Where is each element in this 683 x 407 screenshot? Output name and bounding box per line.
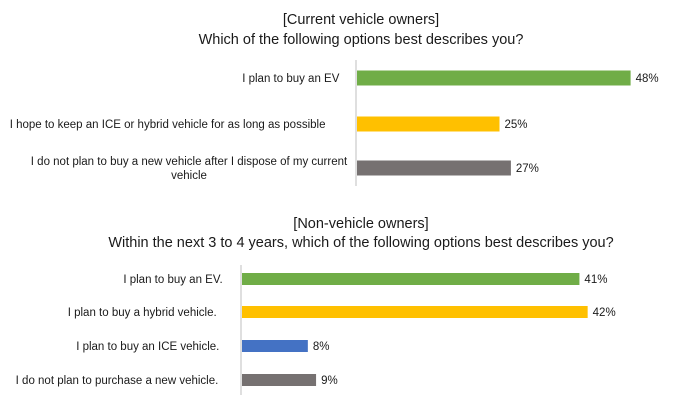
chart2-category-label-4: I do not plan to purchase a new vehicle. [16, 375, 219, 387]
chart2-value-label-3: 8% [313, 341, 330, 353]
chart2-category-label-1: I plan to buy an EV. [123, 274, 222, 286]
chart2-subtitle: Within the next 3 to 4 years, which of t… [108, 235, 613, 251]
chart2-bar-2 [242, 306, 588, 318]
chart1-value-label-1: 48% [636, 73, 659, 85]
chart1-category-label-3: I do not plan to buy a new vehicle after… [31, 156, 348, 182]
chart1-value-label-3: 27% [516, 163, 539, 175]
chart2-category-label-2: I plan to buy a hybrid vehicle. [68, 307, 217, 319]
chart2-value-label-1: 41% [584, 274, 607, 286]
chart2-value-label-2: 42% [593, 307, 616, 319]
chart2-bar-1 [242, 273, 580, 285]
chart1-subtitle: Which of the following options best desc… [199, 32, 524, 48]
chart1-bar-1 [357, 70, 631, 86]
chart1-bar-3 [357, 160, 511, 176]
chart1-title: [Current vehicle owners] [283, 12, 439, 28]
chart1-category-label-1: I plan to buy an EV [242, 73, 340, 85]
chart2-bar-3 [242, 340, 308, 352]
chart-current-owners: [Current vehicle owners] Which of the fo… [10, 12, 659, 186]
chart2-value-label-4: 9% [321, 375, 338, 387]
chart1-bar-2 [357, 116, 500, 132]
chart2-title: [Non-vehicle owners] [293, 216, 428, 232]
chart-non-owners: [Non-vehicle owners] Within the next 3 t… [16, 216, 616, 395]
chart1-category-label-2: I hope to keep an ICE or hybrid vehicle … [10, 119, 326, 131]
chart2-bar-4 [242, 374, 317, 386]
chart2-category-label-3: I plan to buy an ICE vehicle. [76, 341, 219, 353]
chart1-value-label-2: 25% [505, 119, 528, 131]
